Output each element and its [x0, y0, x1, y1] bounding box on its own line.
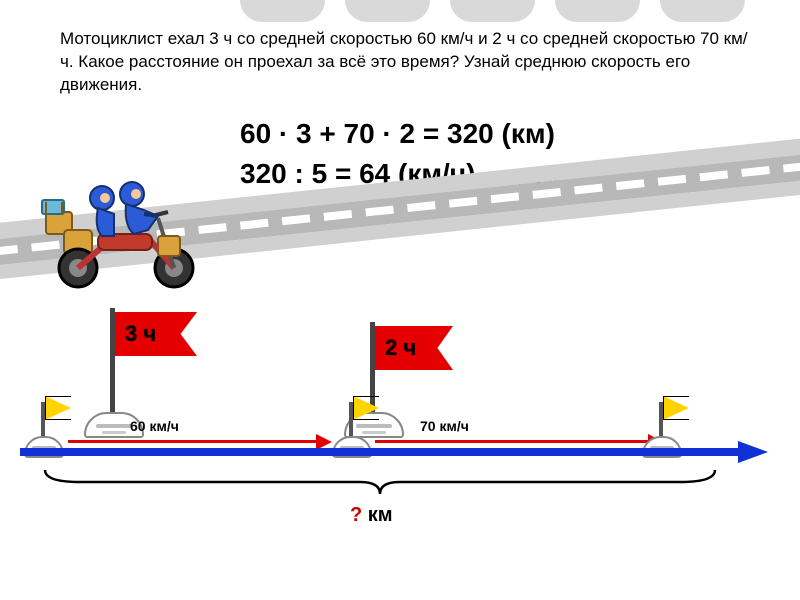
number-line	[20, 445, 780, 459]
unknown-distance-label: ? км	[350, 504, 393, 527]
segment-2-speed-label: 70 км/ч	[420, 418, 469, 434]
tab-decor	[555, 0, 640, 22]
tab-decor	[240, 0, 325, 22]
motorcycle-icon	[40, 170, 210, 290]
flag-segment-1-label: 3 ч	[115, 312, 197, 356]
segment-1-arrow	[68, 440, 318, 443]
segment-1-speed-label: 60 км/ч	[130, 418, 179, 434]
tab-decor	[345, 0, 430, 22]
unknown-distance-unit: км	[368, 504, 393, 526]
header-tabs	[240, 0, 745, 22]
distance-brace	[40, 468, 720, 498]
equation-distance: 60 · 3 + 70 · 2 = 320 (км)	[240, 118, 555, 150]
tab-decor	[450, 0, 535, 22]
problem-text: Мотоциклист ехал 3 ч со средней скорость…	[60, 28, 760, 97]
tab-decor	[660, 0, 745, 22]
flag-segment-2-label: 2 ч	[375, 326, 453, 370]
number-line-arrowhead-icon	[738, 441, 768, 463]
segment-2-arrow	[375, 440, 650, 443]
